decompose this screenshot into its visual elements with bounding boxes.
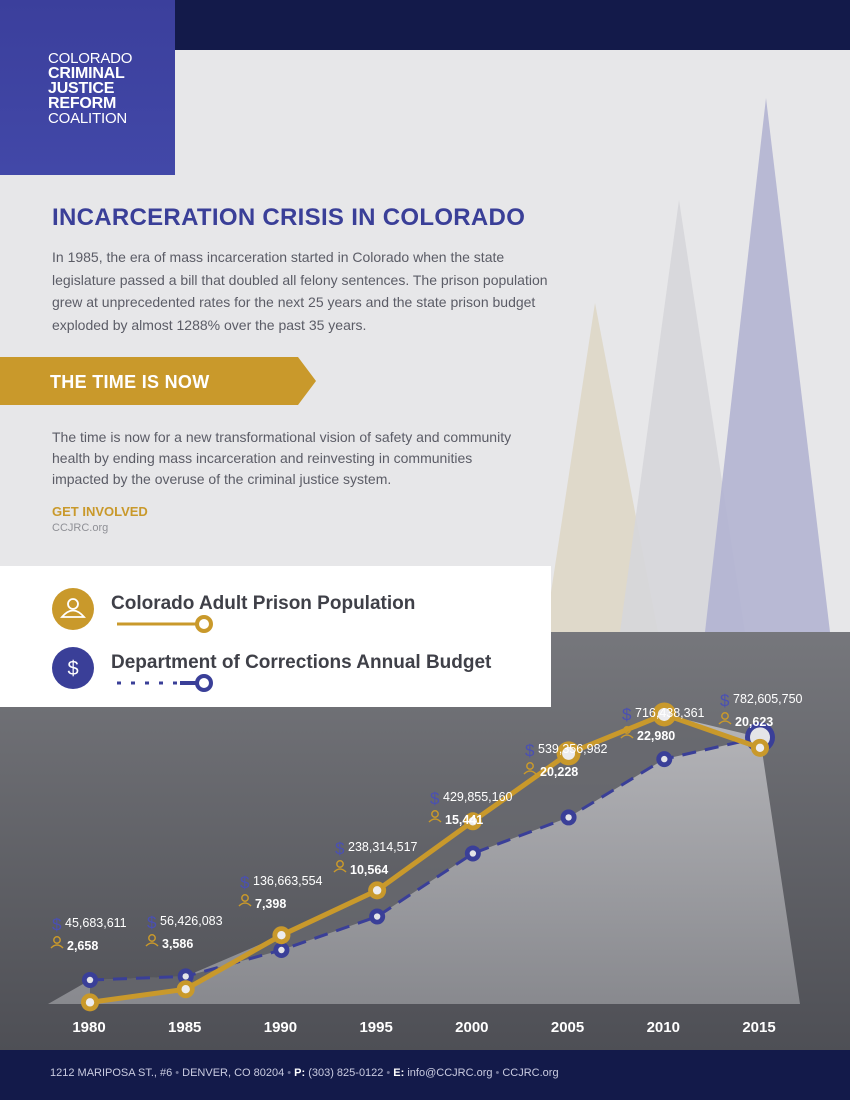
dollar-icon: $: [335, 839, 345, 858]
population-point-center: [562, 746, 576, 760]
footer-city: DENVER, CO 80204: [182, 1067, 285, 1079]
decorative-triangles: [545, 98, 830, 632]
legend-label-budget: Department of Corrections Annual Budget: [111, 652, 492, 673]
section-ribbon: [0, 357, 316, 405]
phone-label: P:: [294, 1067, 306, 1079]
budget-data-label: 716,438,361: [635, 706, 705, 720]
budget-point-center: [278, 946, 285, 954]
dollar-icon: $: [430, 789, 440, 808]
logo-line: JUSTICE: [48, 80, 115, 97]
chart: $45,683,611 2,658 $ 56,426,083 3,586 $ 136,663…: [0, 632, 850, 1050]
population-point-center: [468, 817, 478, 826]
budget-point-center: [182, 973, 189, 980]
email-label: E:: [393, 1067, 405, 1079]
budget-point-center: [565, 814, 572, 821]
legend-label-population: Colorado Adult Prison Population: [111, 593, 415, 614]
legend-graphics: Colorado Adult Prison Population $ Depar…: [52, 588, 492, 692]
footer-email[interactable]: info@CCJRC.org: [407, 1067, 493, 1079]
footer-address: 1212 MARIPOSA ST., #6: [50, 1067, 173, 1079]
person-icon: [50, 936, 64, 949]
budget-data-label: 429,855,160: [443, 790, 513, 804]
x-tick-label: 1990: [264, 1019, 297, 1036]
budget-data-label: 782,605,750: [733, 692, 803, 706]
person-icon: [238, 894, 252, 907]
population-point-center: [372, 886, 382, 895]
population-data-label: 3,586: [162, 937, 193, 951]
x-tick-label: 1985: [168, 1019, 201, 1036]
budget-series-line: [89, 735, 761, 982]
budget-point-center: [661, 755, 668, 763]
population-data-label: 7,398: [255, 897, 286, 911]
logo-line: COLORADO: [48, 50, 133, 67]
dollar-icon: $: [622, 705, 632, 724]
population-data-label: 15,441: [445, 813, 483, 827]
legend-item-budget: $ Department of Corrections Annual Budge…: [52, 647, 492, 692]
person-icon: [428, 810, 442, 823]
budget-data-label: 238,314,517: [348, 840, 418, 854]
dollar-icon: $: [67, 658, 78, 680]
logo: COLORADO CRIMINAL JUSTICE REFORM COALITI…: [48, 51, 132, 126]
get-involved-link[interactable]: GET INVOLVED: [52, 504, 148, 519]
population-data-label: 22,980: [637, 729, 675, 743]
logo-line: REFORM: [48, 95, 117, 112]
person-icon: [333, 860, 347, 873]
dollar-icon: $: [147, 913, 157, 932]
budget-data-label: 136,663,554: [253, 874, 323, 888]
site-url[interactable]: CCJRC.org: [52, 522, 109, 534]
population-point-center: [277, 930, 286, 940]
person-icon: [60, 598, 86, 618]
budget-point-center: [373, 913, 381, 920]
person-icon: [523, 762, 537, 775]
budget-data-label: 539,356,982: [538, 742, 608, 756]
population-point-center: [755, 743, 765, 753]
logo-block: COLORADO CRIMINAL JUSTICE REFORM COALITI…: [0, 0, 175, 175]
budget-data-label: 56,426,083: [160, 914, 223, 928]
intro-paragraph: In 1985, the era of mass incarceration s…: [52, 249, 548, 333]
x-tick-label: 2015: [742, 1019, 775, 1036]
page-title: INCARCERATION CRISIS IN COLORADO: [52, 204, 526, 231]
x-tick-label: 2005: [551, 1019, 584, 1036]
chart-legend: Colorado Adult Prison Population $ Depar…: [0, 566, 551, 707]
section-heading: THE TIME IS NOW: [50, 372, 210, 392]
footer-contact: 1212 MARIPOSA ST., #6 • DENVER, CO 80204 • P…: [50, 1067, 559, 1079]
x-tick-label: 2000: [455, 1019, 488, 1036]
footer: 1212 MARIPOSA ST., #6 • DENVER, CO 80204 • P…: [0, 1050, 850, 1100]
population-data-label: 10,564: [350, 863, 388, 877]
population-series-line: [89, 711, 761, 1005]
population-data-label: 20,623: [735, 715, 773, 729]
footer-site[interactable]: CCJRC.org: [502, 1067, 559, 1079]
body-paragraph: The time is now for a new transformation…: [52, 429, 512, 487]
budget-point-center: [469, 850, 477, 857]
x-tick-label: 1995: [359, 1019, 392, 1036]
person-icon: [718, 712, 732, 725]
population-data-label: 2,658: [67, 939, 98, 953]
person-icon: [620, 726, 634, 739]
dollar-icon: $: [525, 741, 535, 760]
population-point-center: [85, 998, 95, 1007]
dollar-icon: $: [240, 873, 250, 892]
dollar-icon: $: [52, 915, 62, 934]
x-tick-label: 2010: [647, 1019, 680, 1036]
logo-line: COALITION: [48, 110, 128, 127]
budget-point-center: [86, 976, 94, 984]
person-icon: [145, 934, 159, 947]
legend-item-population: Colorado Adult Prison Population: [52, 588, 415, 633]
footer-phone[interactable]: (303) 825-0122: [308, 1067, 384, 1079]
population-point-center: [181, 984, 190, 994]
dollar-icon: $: [720, 691, 730, 710]
population-data-label: 20,228: [540, 765, 578, 779]
x-tick-label: 1980: [72, 1019, 105, 1036]
budget-data-label: 45,683,611: [65, 916, 127, 930]
logo-line: CRIMINAL: [48, 65, 125, 82]
population-point-center: [657, 707, 671, 721]
